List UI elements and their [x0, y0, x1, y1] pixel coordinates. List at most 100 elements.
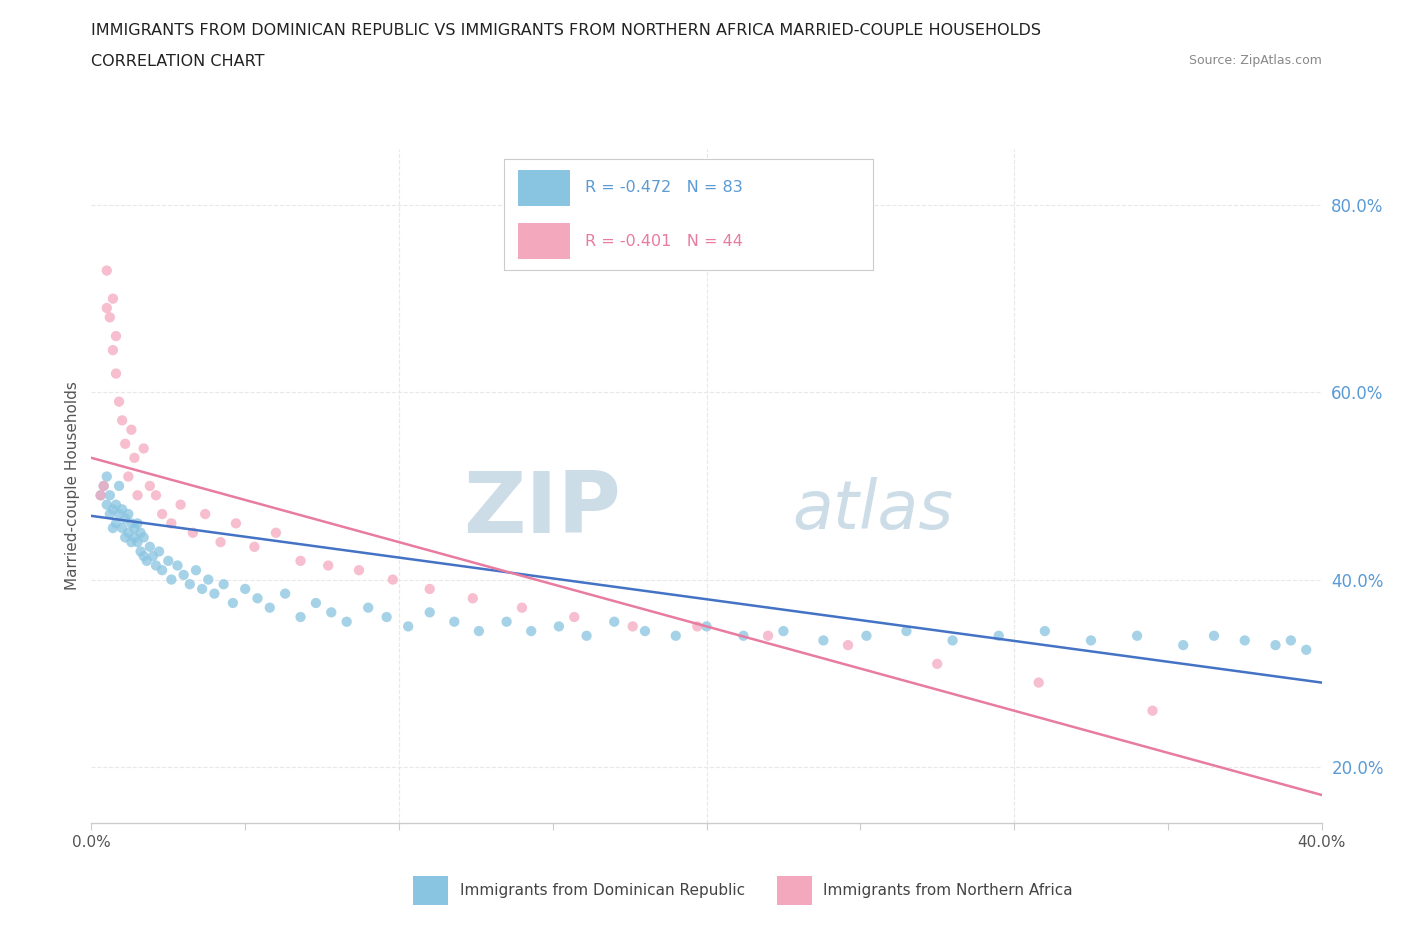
Point	[396, 619, 419, 634]
Point	[105, 328, 127, 343]
Point	[495, 615, 517, 630]
Point	[336, 615, 359, 630]
Point	[259, 600, 281, 615]
Point	[120, 535, 142, 550]
Point	[321, 604, 343, 619]
Point	[461, 591, 484, 605]
Point	[120, 422, 142, 437]
Text: ZIP: ZIP	[463, 468, 620, 551]
Point	[225, 516, 247, 531]
Text: atlas: atlas	[793, 476, 953, 542]
Point	[202, 586, 225, 601]
Point	[181, 525, 204, 540]
Point	[1264, 638, 1286, 653]
Point	[127, 516, 149, 531]
Point	[114, 436, 136, 451]
Point	[93, 479, 115, 494]
Text: CORRELATION CHART: CORRELATION CHART	[91, 54, 264, 69]
Point	[139, 539, 162, 554]
Point	[105, 516, 127, 531]
Point	[1028, 675, 1050, 690]
Point	[135, 553, 157, 568]
Point	[1033, 624, 1056, 639]
Point	[194, 507, 217, 522]
Text: Source: ZipAtlas.com: Source: ZipAtlas.com	[1188, 54, 1322, 67]
Point	[148, 544, 170, 559]
Point	[1202, 629, 1225, 644]
Point	[179, 577, 201, 591]
Point	[547, 619, 569, 634]
Point	[111, 521, 134, 536]
Point	[468, 624, 491, 639]
Point	[222, 595, 245, 610]
Point	[209, 535, 232, 550]
Point	[145, 488, 167, 503]
Point	[132, 530, 155, 545]
Point	[98, 507, 121, 522]
Point	[132, 441, 155, 456]
Point	[90, 488, 112, 503]
Point	[772, 624, 794, 639]
Point	[756, 629, 779, 644]
Point	[145, 558, 167, 573]
Point	[132, 549, 155, 564]
Point	[837, 638, 859, 653]
Point	[127, 535, 149, 550]
Point	[191, 581, 214, 596]
Point	[124, 530, 146, 545]
Point	[124, 521, 146, 536]
Point	[120, 516, 142, 531]
Point	[212, 577, 235, 591]
Point	[855, 629, 877, 644]
Point	[160, 516, 183, 531]
Point	[575, 629, 598, 644]
Point	[520, 624, 543, 639]
Point	[942, 633, 965, 648]
Bar	[413, 876, 449, 905]
Point	[419, 581, 441, 596]
Point	[90, 488, 112, 503]
Point	[375, 609, 398, 624]
Point	[166, 558, 188, 573]
Text: Immigrants from Dominican Republic: Immigrants from Dominican Republic	[460, 883, 745, 898]
Point	[1233, 633, 1256, 648]
Point	[316, 558, 339, 573]
Point	[419, 604, 441, 619]
Point	[290, 553, 312, 568]
Point	[157, 553, 180, 568]
Point	[1142, 703, 1164, 718]
Point	[696, 619, 718, 634]
Point	[1126, 629, 1149, 644]
Point	[686, 619, 709, 634]
Point	[634, 624, 657, 639]
Point	[305, 595, 328, 610]
Point	[927, 657, 949, 671]
Point	[896, 624, 918, 639]
Point	[290, 609, 312, 624]
Point	[108, 507, 131, 522]
Point	[1295, 643, 1317, 658]
Point	[603, 615, 626, 630]
Point	[111, 502, 134, 517]
Point	[114, 530, 136, 545]
Point	[117, 469, 139, 484]
Point	[142, 549, 165, 564]
Point	[101, 291, 124, 306]
Point	[150, 507, 173, 522]
Point	[1080, 633, 1102, 648]
Point	[233, 581, 256, 596]
Point	[733, 629, 755, 644]
Point	[105, 366, 127, 381]
Point	[129, 525, 152, 540]
Point	[98, 488, 121, 503]
Point	[562, 609, 585, 624]
Point	[101, 521, 124, 536]
Point	[443, 615, 465, 630]
Point	[93, 479, 115, 494]
Point	[101, 502, 124, 517]
Point	[510, 600, 533, 615]
Point	[117, 525, 139, 540]
Point	[347, 563, 370, 578]
Point	[114, 512, 136, 526]
Point	[96, 263, 118, 278]
